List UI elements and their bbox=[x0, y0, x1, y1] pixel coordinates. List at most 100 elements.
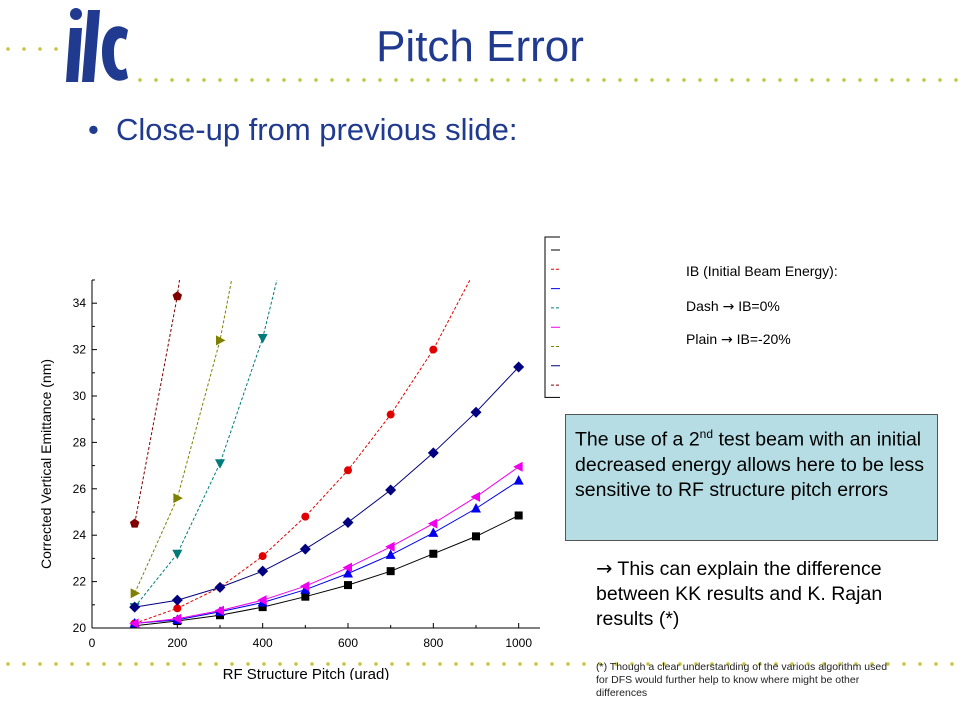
data-point-triangle-up bbox=[513, 475, 524, 485]
ib-plain-value: IB=-20% bbox=[736, 331, 791, 347]
data-point-square bbox=[344, 581, 352, 590]
data-point-circle bbox=[258, 552, 267, 561]
data-point-square bbox=[258, 603, 267, 612]
header-dotted-line-left bbox=[0, 47, 60, 51]
y-tick-label: 28 bbox=[73, 435, 87, 449]
series-w40B20 bbox=[129, 361, 525, 613]
data-point-square bbox=[301, 592, 310, 601]
data-point-circle bbox=[344, 466, 352, 475]
x-tick-label: 0 bbox=[89, 636, 96, 650]
note-text-start: The use of a 2 bbox=[575, 428, 700, 451]
series-line bbox=[134, 366, 520, 608]
x-tick-label: 1000 bbox=[505, 636, 532, 650]
ib-plain-note: Plain → IB=-20% bbox=[686, 331, 791, 348]
series-line bbox=[134, 480, 519, 624]
data-point-triangle-left bbox=[214, 605, 224, 616]
ib-heading: IB (Initial Beam Energy): bbox=[686, 263, 838, 279]
bullet-text: Close-up from previous slide: bbox=[116, 112, 518, 147]
data-point-circle bbox=[173, 604, 182, 613]
data-point-triangle-left bbox=[342, 562, 352, 573]
data-point-triangle-up bbox=[385, 549, 396, 559]
ib-plain-label: Plain bbox=[686, 331, 718, 347]
footer-dotted-line bbox=[0, 662, 960, 666]
highlight-note-box: The use of a 2nd test beam with an initi… bbox=[565, 414, 938, 541]
data-point-triangle-down bbox=[257, 334, 268, 344]
explanation-text: → This can explain the difference betwee… bbox=[596, 556, 941, 632]
y-tick-label: 30 bbox=[73, 389, 87, 403]
note-superscript: nd bbox=[699, 427, 714, 441]
ib-dash-note: Dash → IB=0% bbox=[686, 298, 780, 315]
data-point-diamond bbox=[171, 594, 183, 606]
x-tick-label: 400 bbox=[253, 636, 273, 650]
footnote: (*) Though a clear understanding of the … bbox=[596, 661, 888, 699]
right-arrow-icon: → bbox=[596, 557, 613, 580]
data-point-triangle-left bbox=[171, 613, 182, 624]
note-text-end: test beam with an initial decreased ener… bbox=[575, 428, 925, 501]
ib-dash-value: IB=0% bbox=[738, 298, 780, 314]
series-line bbox=[134, 280, 233, 594]
data-point-circle bbox=[386, 410, 395, 419]
x-tick-label: 200 bbox=[167, 636, 187, 650]
y-tick-label: 34 bbox=[73, 296, 87, 310]
y-axis-label: Corrected Vertical Emittance (nm) bbox=[38, 359, 54, 569]
explanation-body: This can explain the difference between … bbox=[596, 558, 883, 630]
series-w5IB20 bbox=[129, 475, 524, 628]
series-line bbox=[134, 280, 471, 624]
series-w1IB0 bbox=[130, 280, 471, 628]
data-point-triangle-left bbox=[427, 518, 438, 529]
data-point-triangle-left bbox=[470, 491, 480, 502]
data-point-triangle-down bbox=[215, 459, 225, 469]
series-line bbox=[134, 280, 180, 524]
data-point-triangle-left bbox=[513, 461, 523, 472]
data-point-diamond bbox=[513, 361, 525, 373]
data-point-diamond bbox=[129, 601, 141, 613]
slide-title: Pitch Error bbox=[376, 22, 584, 71]
y-tick-label: 20 bbox=[73, 621, 87, 635]
data-point-diamond bbox=[385, 484, 397, 496]
x-tick-label: 600 bbox=[338, 636, 358, 650]
data-point-circle bbox=[429, 345, 438, 354]
data-point-triangle-up bbox=[428, 527, 439, 537]
data-point-diamond bbox=[299, 543, 311, 555]
data-point-triangle-left bbox=[257, 595, 267, 606]
data-point-triangle-up bbox=[471, 503, 481, 513]
data-point-square bbox=[386, 567, 395, 576]
series-w10IB20 bbox=[129, 461, 523, 628]
series-w10IB0 bbox=[130, 280, 233, 599]
y-tick-label: 26 bbox=[73, 482, 87, 496]
ib-dash-label: Dash bbox=[686, 298, 719, 314]
data-point-pentagon bbox=[129, 518, 140, 528]
data-point-diamond bbox=[257, 565, 269, 577]
series-w1IB20 bbox=[130, 511, 523, 628]
data-point-triangle-right bbox=[216, 335, 226, 346]
data-point-diamond bbox=[470, 406, 482, 418]
series-line bbox=[134, 515, 519, 627]
bullet-point: • Close-up from previous slide: bbox=[88, 112, 517, 148]
header-dotted-line bbox=[132, 78, 960, 82]
data-point-triangle-right bbox=[173, 493, 183, 504]
emittance-chart: 20 22 24 26 28 30 32 34 0 200 400 600 800 1000 RF Stru… bbox=[38, 236, 560, 680]
series-w5IB0 bbox=[129, 280, 278, 613]
data-point-diamond bbox=[342, 516, 354, 528]
x-tick-label: 800 bbox=[423, 636, 443, 650]
data-point-triangle-up bbox=[343, 567, 353, 578]
data-point-diamond bbox=[214, 581, 226, 593]
data-point-triangle-right bbox=[130, 588, 141, 599]
data-point-triangle-down bbox=[172, 549, 183, 560]
y-tick-label: 22 bbox=[73, 575, 87, 589]
series-w40IB0 bbox=[129, 280, 183, 528]
data-point-triangle-left bbox=[129, 618, 139, 628]
bullet-dot-icon: • bbox=[88, 112, 99, 147]
data-point-square bbox=[514, 511, 523, 520]
y-tick-label: 24 bbox=[73, 528, 87, 542]
x-axis-label: RF Structure Pitch (urad) bbox=[223, 666, 390, 680]
data-point-pentagon bbox=[172, 291, 183, 301]
right-arrow-icon: → bbox=[721, 332, 733, 348]
data-point-triangle-left bbox=[299, 581, 310, 592]
data-point-square bbox=[429, 549, 438, 558]
series-line bbox=[134, 466, 519, 624]
ilc-logo bbox=[66, 8, 128, 82]
y-tick-label: 32 bbox=[73, 343, 87, 357]
series-line bbox=[134, 280, 278, 608]
data-point-diamond bbox=[427, 447, 439, 459]
